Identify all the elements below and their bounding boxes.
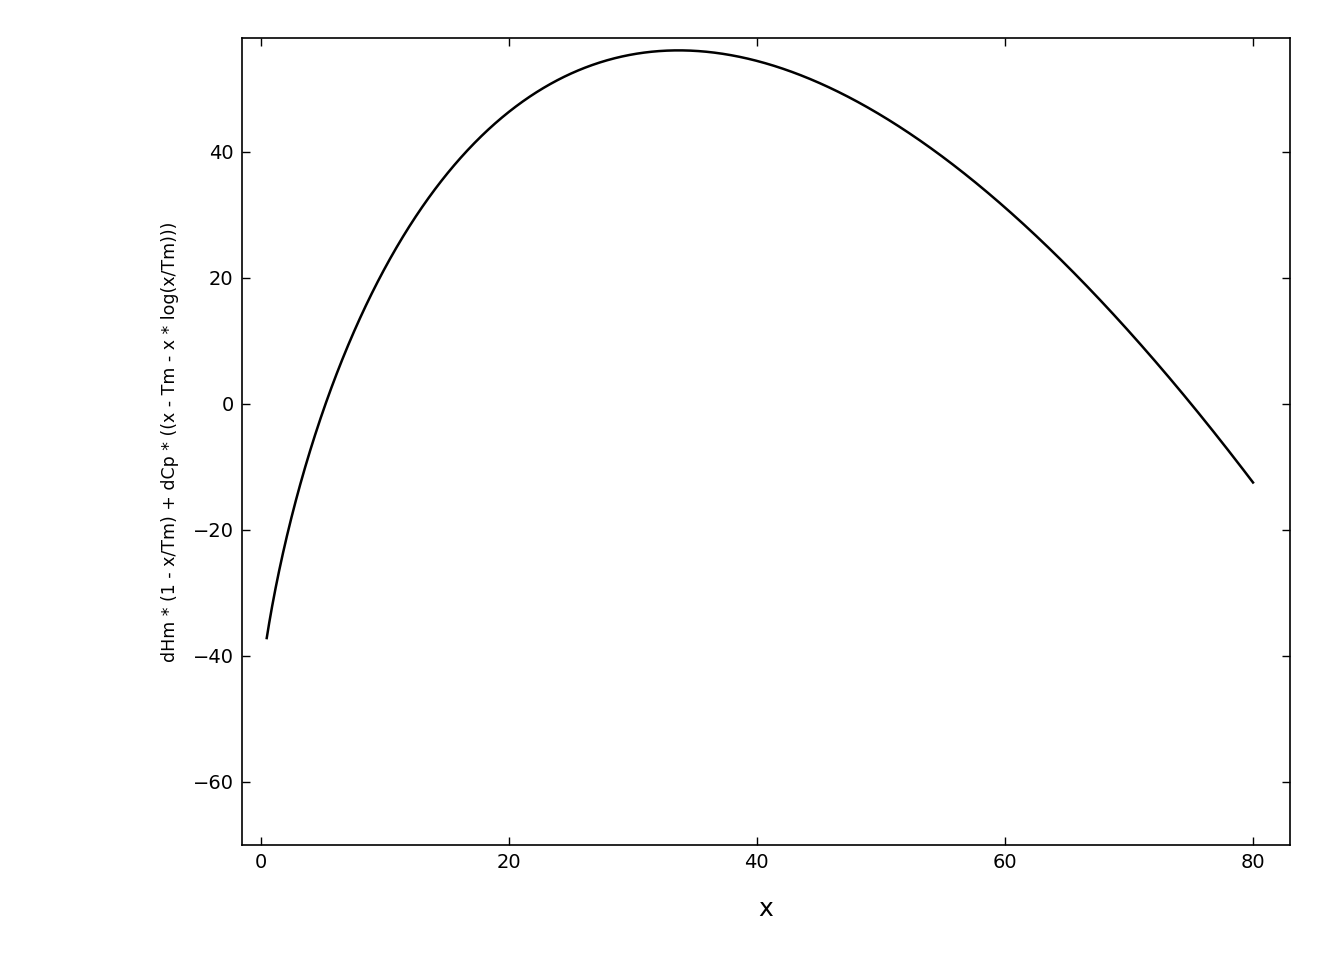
- X-axis label: x: x: [759, 898, 773, 922]
- Y-axis label: dHm * (1 - x/Tm) + dCp * ((x - Tm - x * log(x/Tm))): dHm * (1 - x/Tm) + dCp * ((x - Tm - x * …: [161, 222, 179, 661]
